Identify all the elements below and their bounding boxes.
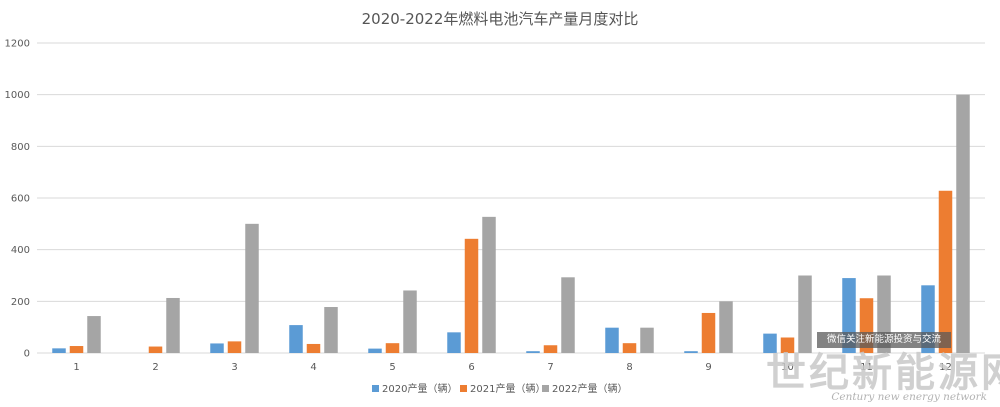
bar: [166, 297, 180, 353]
x-tick-label: 9: [705, 362, 711, 373]
x-tick-label: 7: [547, 362, 553, 373]
bar: [245, 223, 259, 353]
gridlines: [37, 42, 985, 354]
bar: [543, 345, 558, 353]
y-tick-label: 0: [24, 349, 30, 360]
y-tick-label: 400: [11, 245, 30, 256]
x-tick-label: 4: [310, 362, 316, 373]
x-tick-label: 5: [389, 362, 395, 373]
bar: [403, 290, 417, 353]
x-tick-label: 6: [468, 362, 474, 373]
legend-swatch: [542, 385, 549, 392]
legend-label: 2021产量（辆）: [470, 382, 545, 395]
bar: [605, 327, 619, 353]
y-tick-label: 800: [11, 142, 30, 153]
y-tick-label: 1200: [5, 39, 30, 50]
x-axis: 1 2 3 4 5 6 7 8 9 10 11 12: [73, 362, 952, 373]
y-axis: 0 200 400 600 800 1000 1200: [5, 39, 30, 360]
watermark-site-name: 世纪新能源网: [766, 349, 1000, 396]
bar: [780, 337, 795, 353]
bar: [561, 277, 575, 353]
legend-label: 2020产量（辆）: [382, 382, 457, 395]
x-tick-label: 8: [626, 362, 632, 373]
bar: [69, 346, 84, 353]
x-tick-label: 10: [781, 362, 794, 373]
x-tick-label: 12: [939, 362, 952, 373]
bar: [938, 190, 953, 353]
bar: [763, 333, 777, 353]
x-tick-label: 2: [152, 362, 158, 373]
bar: [447, 332, 461, 353]
chart-title: 2020-2022年燃料电池汽车产量月度对比: [362, 10, 639, 28]
bar: [640, 327, 654, 353]
bar: [306, 343, 321, 353]
x-tick-label: 11: [860, 362, 873, 373]
y-tick-label: 600: [11, 194, 30, 205]
legend-swatch: [372, 385, 379, 392]
bar: [87, 316, 101, 353]
bar: [148, 346, 163, 353]
bar: [684, 351, 698, 353]
legend-label: 2022产量（辆）: [552, 382, 627, 395]
bar: [368, 348, 382, 353]
bar: [52, 348, 66, 353]
bar: [482, 216, 496, 353]
bar: [719, 301, 733, 353]
y-tick-label: 200: [11, 297, 30, 308]
bar: [622, 343, 637, 353]
bar: [798, 275, 812, 353]
bar: [289, 325, 303, 353]
bar: [464, 238, 479, 353]
bar: [324, 307, 338, 353]
bar: [385, 343, 400, 353]
watermark-site-en: Century new energy network: [831, 391, 987, 403]
watermark-box: 微信关注新能源投资与交流: [817, 332, 951, 348]
bar: [227, 341, 242, 353]
x-tick-label: 1: [73, 362, 79, 373]
y-tick-label: 1000: [5, 90, 30, 101]
bar: [701, 312, 716, 353]
x-tick-label: 3: [231, 362, 237, 373]
bars: [52, 94, 970, 354]
legend: 2020产量（辆） 2021产量（辆） 2022产量（辆）: [372, 382, 627, 395]
bar: [210, 343, 224, 353]
bar: [526, 351, 540, 353]
bar: [956, 94, 970, 354]
legend-swatch: [460, 385, 467, 392]
